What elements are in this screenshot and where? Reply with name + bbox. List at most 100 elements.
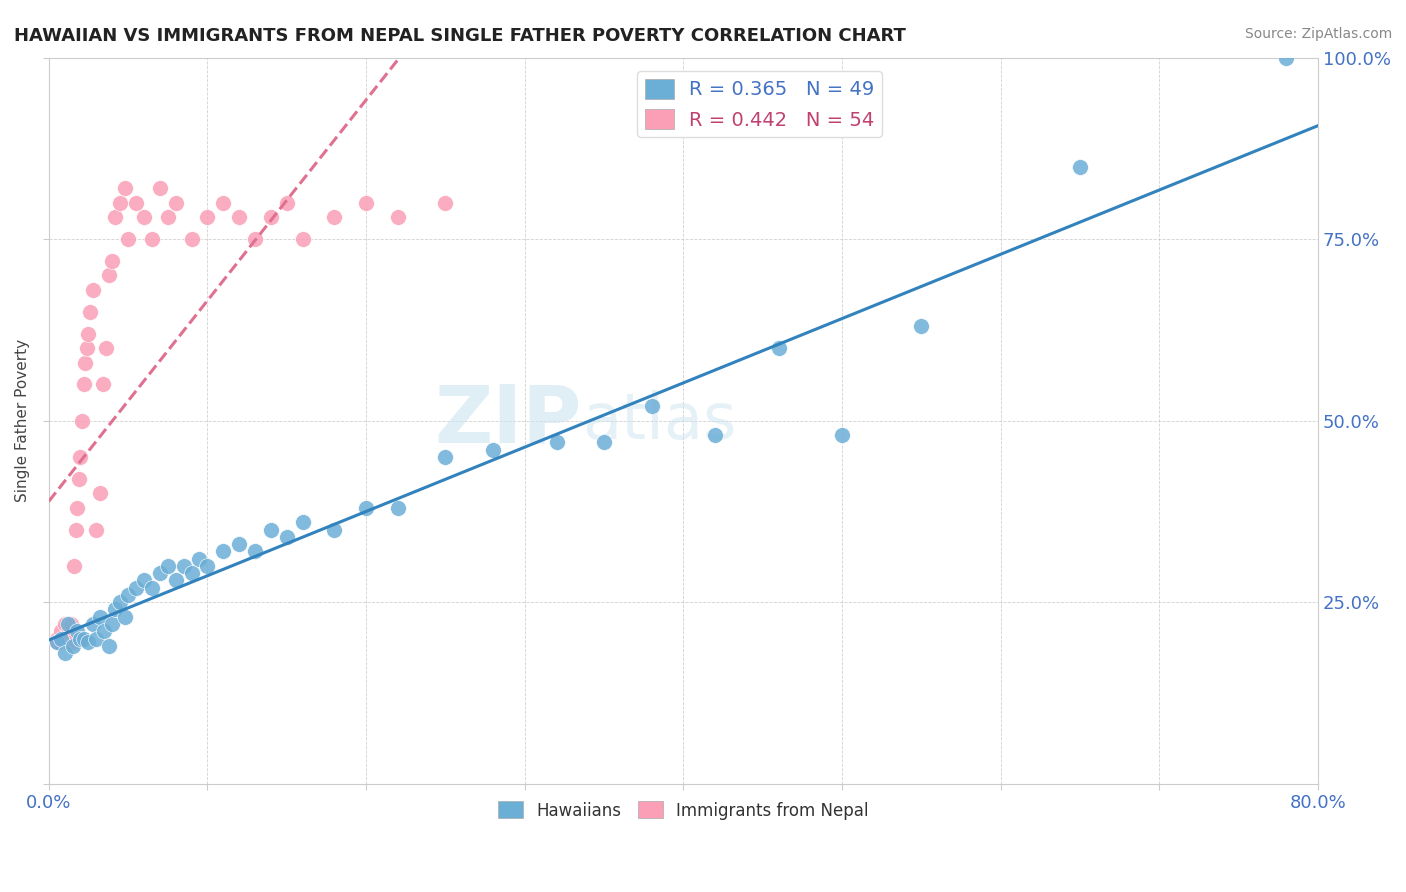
Point (56, 635, 79, 649)
Point (125, 581, 148, 595)
Point (53, 632, 76, 646)
Point (55, 632, 77, 646)
Point (45, 635, 67, 649)
Point (104, 211, 127, 225)
Point (101, 254, 124, 268)
Point (98, 639, 121, 653)
Text: HAWAIIAN VS IMMIGRANTS FROM NEPAL SINGLE FATHER POVERTY CORRELATION CHART: HAWAIIAN VS IMMIGRANTS FROM NEPAL SINGLE… (14, 27, 905, 45)
Point (45, 635, 67, 649)
Point (76, 341, 98, 355)
Point (45, 632, 67, 646)
Point (197, 558, 219, 573)
Y-axis label: Single Father Poverty: Single Father Poverty (15, 339, 30, 502)
Point (228, 537, 250, 551)
Point (114, 181, 136, 195)
Point (86, 632, 108, 646)
Point (276, 195, 298, 210)
Point (98, 268, 121, 283)
Point (165, 195, 187, 210)
Point (73, 632, 96, 646)
Point (910, 319, 932, 334)
Point (104, 602, 127, 616)
Point (117, 588, 139, 602)
Point (260, 523, 283, 537)
Point (51, 624, 73, 639)
Point (132, 574, 155, 588)
Point (641, 399, 664, 413)
Point (67, 472, 90, 486)
Point (73, 377, 96, 392)
Point (180, 566, 202, 581)
Text: atlas: atlas (582, 390, 737, 451)
Point (165, 574, 187, 588)
Point (101, 617, 124, 632)
Point (291, 232, 314, 246)
Point (108, 595, 131, 609)
Point (188, 551, 211, 566)
Point (180, 232, 202, 246)
Point (156, 558, 179, 573)
Point (141, 581, 163, 595)
Legend: Hawaiians, Immigrants from Nepal: Hawaiians, Immigrants from Nepal (491, 795, 876, 826)
Point (94, 341, 117, 355)
Point (1275, 51, 1298, 65)
Point (59, 617, 82, 632)
Point (69, 632, 91, 646)
Point (62, 635, 84, 649)
Point (77, 635, 100, 649)
Point (49, 635, 72, 649)
Point (77, 326, 100, 341)
Point (1069, 160, 1091, 174)
Point (66, 624, 89, 639)
Point (58, 624, 80, 639)
Point (69, 450, 91, 464)
Point (89, 486, 111, 500)
Point (243, 544, 266, 558)
Point (482, 442, 505, 457)
Point (323, 211, 346, 225)
Point (53, 646, 76, 660)
Point (387, 500, 409, 515)
Point (53, 617, 76, 632)
Point (434, 195, 457, 210)
Text: Source: ZipAtlas.com: Source: ZipAtlas.com (1244, 27, 1392, 41)
Point (51, 632, 73, 646)
Point (69, 632, 91, 646)
Point (65, 523, 87, 537)
Point (75, 356, 97, 370)
Point (89, 609, 111, 624)
Point (117, 232, 139, 246)
Point (291, 516, 314, 530)
Point (276, 530, 298, 544)
Point (831, 428, 853, 442)
Point (52, 632, 75, 646)
Point (149, 566, 172, 581)
Point (546, 435, 568, 450)
Point (260, 211, 283, 225)
Point (79, 305, 101, 319)
Point (108, 195, 131, 210)
Point (212, 195, 235, 210)
Point (768, 341, 790, 355)
Text: ZIP: ZIP (434, 382, 582, 459)
Point (156, 211, 179, 225)
Point (704, 428, 727, 442)
Point (354, 500, 377, 515)
Point (62, 639, 84, 653)
Point (434, 450, 457, 464)
Point (93, 624, 115, 639)
Point (91, 377, 114, 392)
Point (56, 617, 79, 632)
Point (243, 232, 266, 246)
Point (197, 211, 219, 225)
Point (125, 195, 148, 210)
Point (354, 195, 377, 210)
Point (173, 558, 195, 573)
Point (63, 558, 86, 573)
Point (114, 609, 136, 624)
Point (149, 181, 172, 195)
Point (593, 435, 616, 450)
Point (212, 544, 235, 558)
Point (62, 632, 84, 646)
Point (387, 211, 409, 225)
